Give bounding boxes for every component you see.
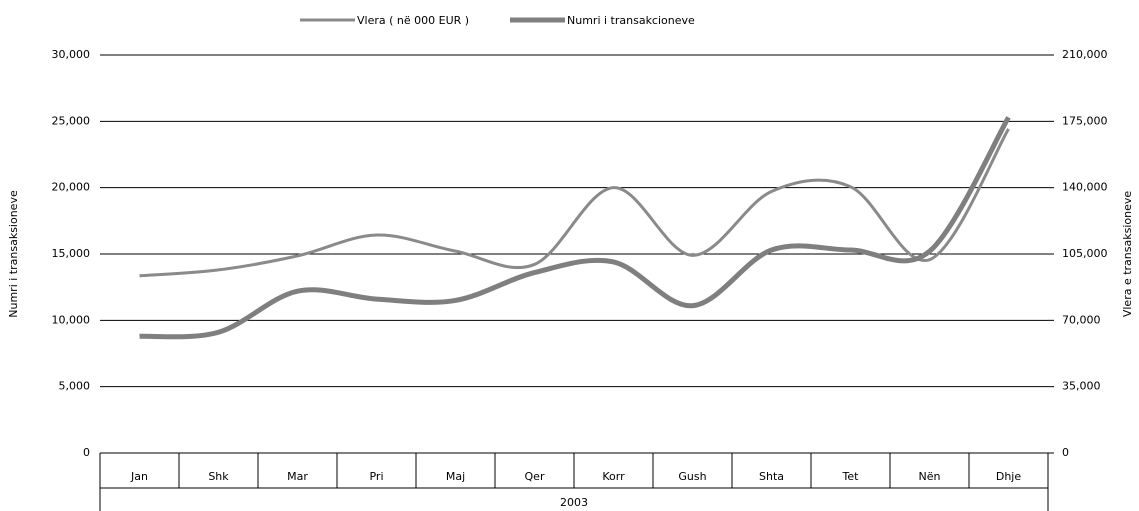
- y2-tick-label: 35,000: [1062, 380, 1101, 393]
- x-tick-label: Maj: [446, 470, 465, 483]
- series-line: [139, 128, 1010, 278]
- x-tick-label: Shk: [208, 470, 229, 483]
- legend-label: Vlera ( në 000 EUR ): [357, 14, 469, 27]
- series-line: [139, 116, 1011, 340]
- y-tick-label: 0: [83, 446, 90, 459]
- x-tick-label: Jan: [130, 470, 148, 483]
- y2-tick-label: 0: [1062, 446, 1069, 459]
- x-tick-label: Gush: [678, 470, 706, 483]
- y2-tick-label: 140,000: [1062, 181, 1108, 194]
- y-tick-label: 25,000: [52, 114, 91, 127]
- x-tick-label: Korr: [602, 470, 625, 483]
- y-tick-label: 20,000: [52, 181, 91, 194]
- y2-tick-label: 175,000: [1062, 114, 1108, 127]
- x-group-label: 2003: [560, 496, 588, 509]
- legend-label: Numri i transakcioneve: [567, 14, 695, 27]
- x-tick-label: Qer: [525, 470, 545, 483]
- x-tick-label: Dhje: [996, 470, 1021, 483]
- y2-tick-label: 70,000: [1062, 313, 1101, 326]
- x-tick-label: Shta: [759, 470, 784, 483]
- y2-tick-label: 210,000: [1062, 48, 1108, 61]
- y2-axis-label: Vlera e transaksioneve: [1121, 191, 1134, 318]
- x-tick-label: Mar: [287, 470, 308, 483]
- y-tick-label: 30,000: [52, 48, 91, 61]
- y-tick-label: 15,000: [52, 247, 91, 260]
- x-tick-label: Pri: [369, 470, 383, 483]
- y2-tick-label: 105,000: [1062, 247, 1108, 260]
- x-tick-label: Nën: [919, 470, 941, 483]
- y-tick-label: 5,000: [59, 380, 91, 393]
- y-axis-label: Numri i transaksioneve: [7, 190, 20, 318]
- y-tick-label: 10,000: [52, 313, 91, 326]
- x-tick-label: Tet: [842, 470, 860, 483]
